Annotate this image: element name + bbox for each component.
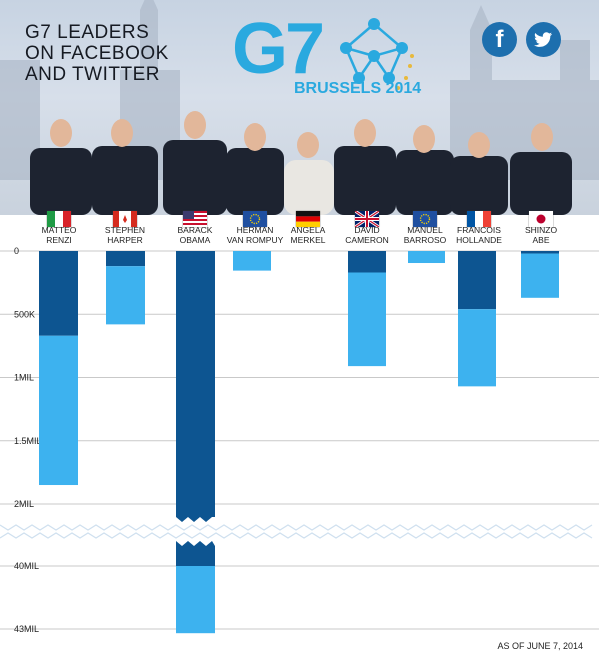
usa-flag	[183, 211, 207, 227]
leader-first-name: SHINZO	[524, 225, 558, 235]
bar-segment-series-2	[458, 309, 496, 387]
bar-segment-series-2	[408, 251, 445, 264]
bar-segment-series-1	[106, 251, 145, 267]
eu-flag	[413, 211, 437, 227]
leader-label: STEPHEN HARPER	[89, 211, 161, 245]
logo-g7-text: G7	[232, 9, 325, 89]
bar-segment-series-2	[233, 251, 271, 271]
leader-last-name: OBAMA	[179, 235, 211, 245]
twitter-bird-icon	[534, 32, 553, 47]
leader-labels-row: MATTEO RENZI STEPHEN HARPER BARACK OBAMA HERMA…	[0, 209, 599, 251]
leader-label: DAVID CAMERON	[331, 209, 403, 245]
leader-last-name: ABE	[532, 235, 550, 245]
axis-break-zigzag	[0, 532, 593, 539]
leader-last-name: VAN ROMPUY	[226, 235, 284, 245]
y-tick-label: 40MIL	[14, 561, 39, 571]
leader-last-name: BARROSO	[403, 235, 447, 245]
y-tick-label: 2MIL	[14, 499, 34, 509]
leader-label: ANGELA MERKEL	[272, 211, 344, 245]
leader-first-name: MANUEL	[407, 225, 443, 235]
leader-label: SHINZO ABE	[505, 211, 577, 245]
y-tick-label: 1MIL	[14, 373, 34, 383]
leader-last-name: HARPER	[107, 235, 143, 245]
g7-brussels-logo: G7 BRUSSELS 2014	[232, 10, 422, 110]
canada-flag	[113, 211, 137, 227]
bar-segment-series-2	[106, 266, 145, 325]
leader-label: MATTEO RENZI	[23, 211, 95, 245]
bar-segment-series-2	[521, 253, 559, 298]
axis-break-band	[0, 521, 599, 542]
bar-segment-series-2	[348, 272, 386, 367]
bar-segment-series-1	[39, 251, 78, 336]
y-tick-label: 1.5MIL	[14, 436, 42, 446]
twitter-icon	[526, 22, 561, 57]
bar-segment-series-1	[348, 251, 386, 273]
bar-segment-series-2	[176, 566, 215, 634]
italy-flag	[47, 211, 71, 227]
bar-segment-series-2	[39, 335, 78, 486]
bar-break-mark	[176, 541, 215, 546]
uk-flag	[354, 209, 380, 229]
leader-last-name: HOLLANDE	[456, 235, 502, 245]
title-line: ON FACEBOOK	[25, 43, 169, 64]
leader-first-name: ANGELA	[290, 225, 326, 235]
leader-label: BARACK OBAMA	[159, 211, 231, 245]
leader-last-name: MERKEL	[290, 235, 326, 245]
germany-flag	[296, 211, 320, 227]
axis-break-zigzag	[0, 524, 593, 531]
bar-segment-series-1	[176, 251, 215, 517]
leader-label: MANUEL BARROSO	[389, 211, 461, 245]
y-tick-label: 500K	[14, 309, 35, 319]
as-of-date-note: AS OF JUNE 7, 2014	[497, 641, 583, 651]
brussels-skyline-illustration	[0, 0, 599, 215]
infographic-title: G7 LEADERS ON FACEBOOK AND TWITTER	[25, 22, 169, 85]
leader-last-name: CAMERON	[345, 235, 389, 245]
bar-break-mark	[176, 517, 215, 522]
leader-first-name: DAVID	[354, 225, 380, 235]
title-line: G7 LEADERS	[25, 22, 150, 43]
france-flag	[467, 211, 491, 227]
japan-flag	[529, 211, 553, 227]
leader-last-name: RENZI	[46, 235, 72, 245]
leader-first-name: BARACK	[177, 225, 213, 235]
atomium-icon	[340, 18, 414, 90]
leader-label: FRANCOIS HOLLANDE	[443, 211, 515, 245]
header-banner: G7 LEADERS ON FACEBOOK AND TWITTER G7 BR…	[0, 0, 599, 215]
leader-first-name: STEPHEN	[104, 225, 146, 235]
leader-first-name: FRANCOIS	[457, 225, 501, 235]
title-line: AND TWITTER	[25, 64, 160, 85]
leader-first-name: HERMAN	[236, 225, 274, 235]
leader-first-name: MATTEO	[41, 225, 77, 235]
bar-segment-series-1	[458, 251, 496, 310]
eu-flag	[243, 211, 267, 227]
y-tick-label: 43MIL	[14, 624, 39, 634]
leaders-photo-silhouettes	[30, 111, 572, 215]
leader-label: HERMAN VAN ROMPUY	[219, 211, 291, 245]
facebook-icon: f	[482, 22, 517, 57]
bar-segment-series-1	[521, 251, 559, 254]
y-tick-label: 0	[14, 246, 19, 256]
logo-subtitle: BRUSSELS 2014	[294, 80, 422, 97]
bar-segment-series-1	[176, 546, 215, 566]
